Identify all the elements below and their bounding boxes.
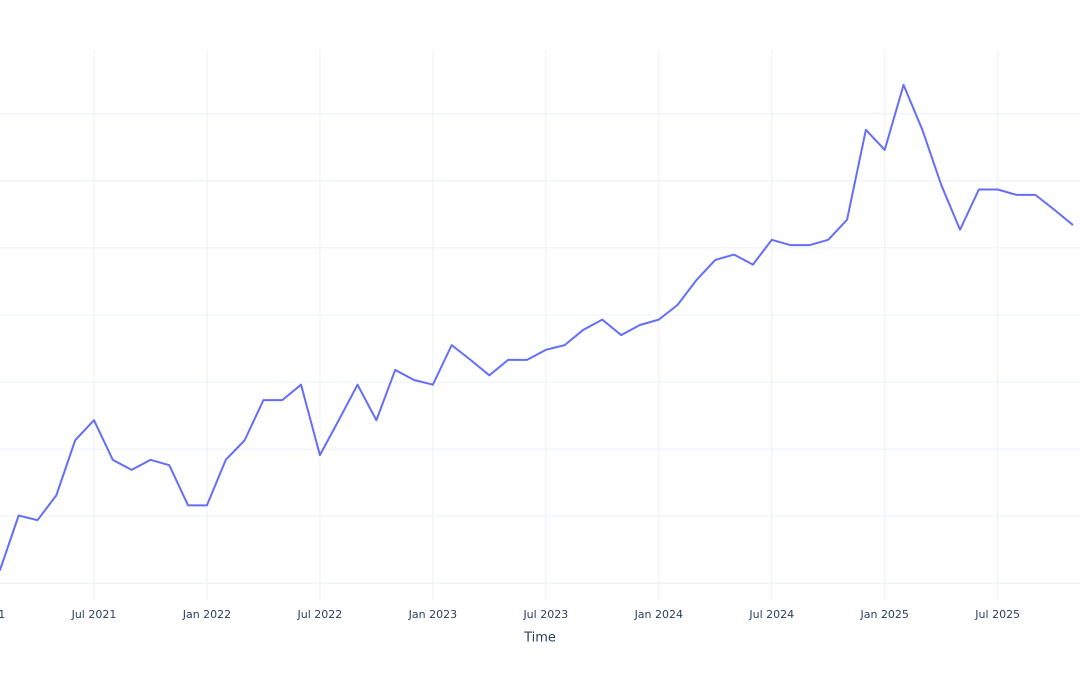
x-tick-label: Jan 2023 xyxy=(408,608,457,621)
x-tick-label: Jul 2023 xyxy=(522,608,568,621)
x-axis-title: Time xyxy=(523,631,556,646)
x-tick-label: Jan 2021 xyxy=(0,608,5,621)
x-tick-label: Jan 2022 xyxy=(182,608,231,621)
x-tick-label: Jul 2021 xyxy=(71,608,117,621)
x-tick-label: Jul 2025 xyxy=(974,608,1020,621)
x-tick-label: Jan 2025 xyxy=(859,608,908,621)
x-tick-label: Jul 2024 xyxy=(748,608,794,621)
x-tick-label: Jan 2024 xyxy=(634,608,683,621)
line-series xyxy=(0,83,1074,571)
x-tick-label: Jul 2022 xyxy=(297,608,343,621)
